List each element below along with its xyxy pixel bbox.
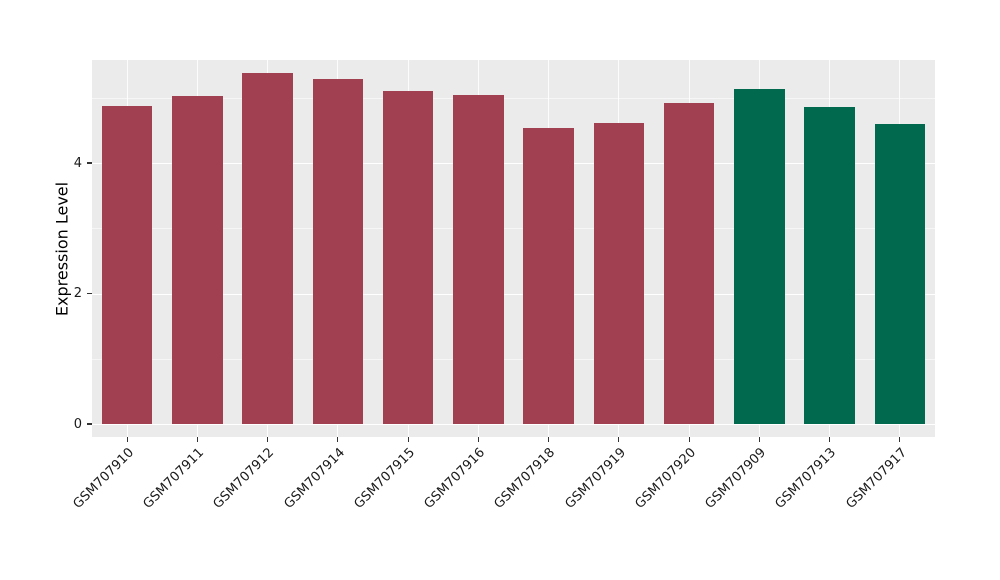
x-tick-label: GSM707917 (843, 445, 910, 512)
x-tick-mark (267, 437, 269, 442)
x-tick-mark (758, 437, 760, 442)
y-tick-mark (87, 162, 92, 164)
bar-gsm707913 (804, 106, 855, 424)
plot-panel (92, 60, 935, 437)
gridline-minor (92, 358, 935, 360)
x-tick-label: GSM707909 (702, 445, 770, 512)
y-tick-mark (87, 292, 92, 295)
gridline-major (92, 163, 935, 165)
bar-gsm707915 (382, 91, 434, 424)
x-tick-label: GSM707914 (281, 445, 348, 512)
x-tick-mark (196, 437, 198, 442)
x-tick-mark (548, 437, 550, 442)
x-tick-label: GSM707920 (632, 445, 700, 512)
gridline-major (92, 424, 935, 426)
x-tick-mark (337, 437, 339, 442)
bar-gsm707909 (734, 89, 785, 424)
y-tick-mark (87, 423, 92, 425)
bar-gsm707911 (172, 95, 223, 424)
x-tick-mark (899, 437, 901, 442)
x-tick-mark (688, 437, 690, 442)
x-tick-mark (477, 437, 479, 442)
bar-gsm707914 (312, 78, 364, 424)
x-tick-label: GSM707910 (70, 445, 138, 512)
x-tick-label: GSM707912 (210, 445, 278, 512)
gridline-major (92, 293, 935, 295)
x-tick-label: GSM707913 (772, 445, 840, 512)
x-tick-label: GSM707915 (351, 445, 419, 512)
x-tick-label: GSM707919 (562, 445, 629, 512)
x-tick-label: GSM707911 (140, 445, 208, 512)
y-tick-label: 2 (73, 286, 82, 302)
bar-gsm707920 (663, 103, 715, 424)
x-tick-label: GSM707916 (421, 445, 489, 512)
bar-gsm707918 (523, 127, 574, 424)
bar-gsm707916 (453, 95, 504, 424)
x-tick-mark (407, 437, 409, 442)
x-tick-mark (126, 437, 128, 442)
y-tick-label: 4 (73, 155, 82, 171)
bar-gsm707917 (874, 123, 926, 424)
y-tick-label: 0 (73, 416, 82, 432)
bar-gsm707919 (593, 123, 645, 424)
gridline-minor (92, 97, 935, 99)
bar-gsm707912 (242, 73, 293, 424)
bar-gsm707910 (101, 106, 153, 424)
x-tick-mark (829, 437, 831, 442)
gridline-minor (92, 228, 935, 230)
x-tick-mark (618, 437, 620, 442)
x-tick-label: GSM707918 (491, 445, 559, 512)
